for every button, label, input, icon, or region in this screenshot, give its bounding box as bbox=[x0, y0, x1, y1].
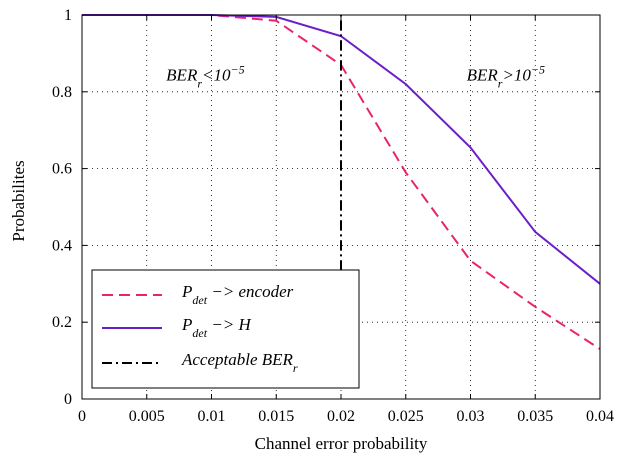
x-tick-label: 0.025 bbox=[388, 408, 424, 425]
legend: Pdet −> encoder Pdet −> H Acceptable BERr bbox=[91, 269, 360, 389]
x-tick-label: 0.035 bbox=[517, 408, 553, 425]
x-tick-label: 0.005 bbox=[129, 408, 165, 425]
annotation-right: BERr>10−5 bbox=[467, 62, 545, 90]
x-axis-label: Channel error probability bbox=[255, 434, 428, 453]
x-tick-label: 0 bbox=[78, 408, 86, 425]
y-tick-label: 0.4 bbox=[52, 237, 72, 254]
legend-label-1: Pdet −> encoder bbox=[181, 282, 294, 307]
y-tick-label: 0.8 bbox=[52, 84, 72, 101]
y-tick-label: 1 bbox=[64, 7, 72, 24]
x-tick-label: 0.01 bbox=[198, 408, 226, 425]
x-tick-label: 0.04 bbox=[586, 408, 614, 425]
y-tick-label: 0 bbox=[64, 391, 72, 408]
x-tick-label: 0.02 bbox=[327, 408, 355, 425]
legend-label-3: Acceptable BERr bbox=[181, 350, 298, 375]
annotation-left: BERr<10−5 bbox=[166, 62, 244, 90]
y-tick-label: 0.2 bbox=[52, 314, 72, 331]
annotation-layer: BERr<10−5 BERr>10−5 bbox=[166, 62, 545, 90]
y-tick-label: 0.6 bbox=[52, 161, 72, 178]
x-tick-label: 0.03 bbox=[457, 408, 485, 425]
x-tick-label: 0.015 bbox=[258, 408, 294, 425]
legend-label-2: Pdet −> H bbox=[181, 315, 253, 340]
tick-layer: 0 0.005 0.01 0.015 0.02 0.025 0.03 0.035 0.04 0 0.… bbox=[52, 7, 614, 425]
y-axis-label: Probabilites bbox=[9, 160, 28, 241]
